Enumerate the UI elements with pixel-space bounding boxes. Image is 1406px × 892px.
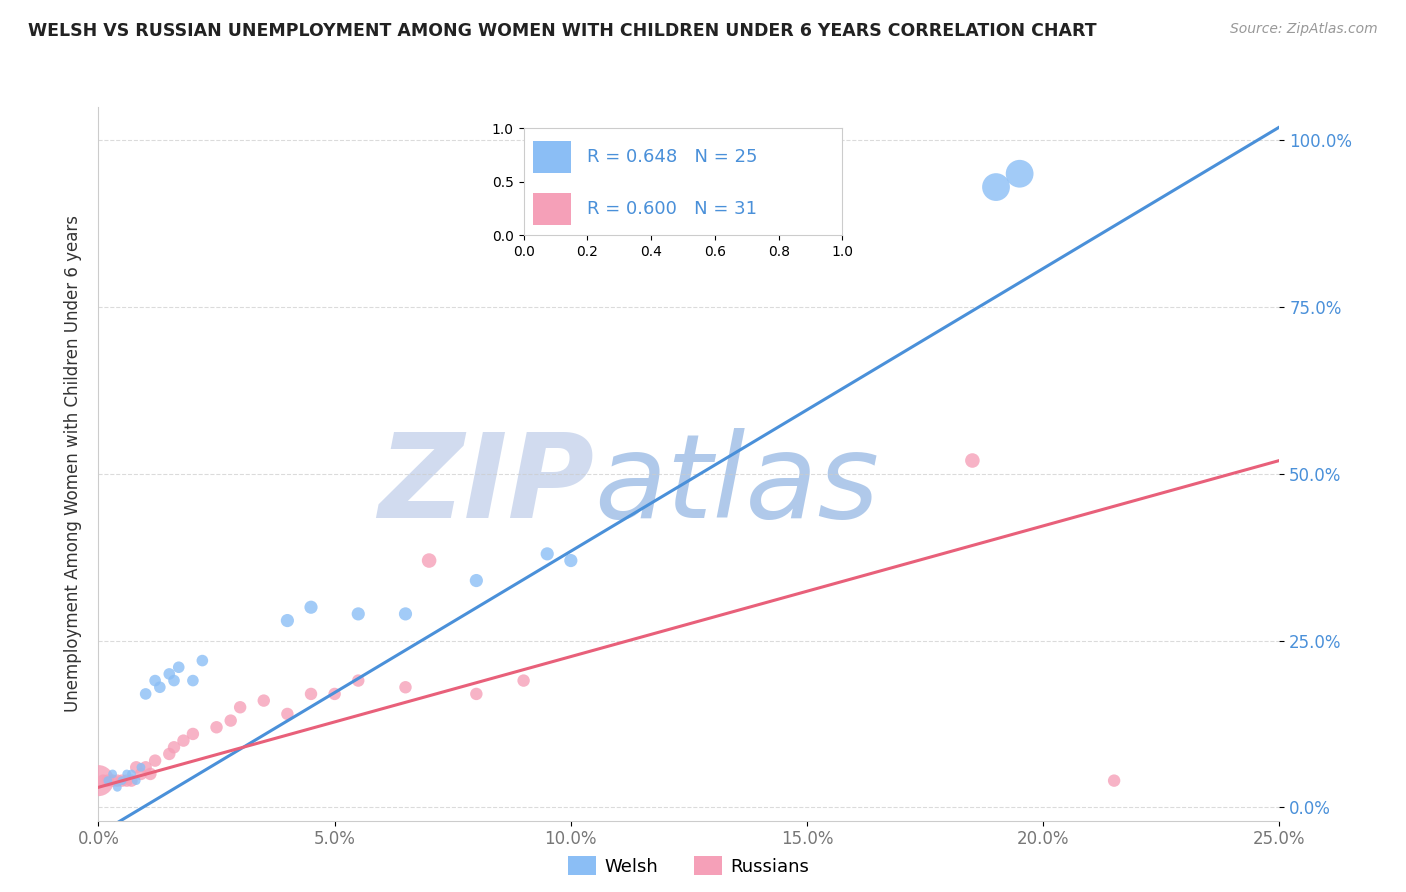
Point: [149, 680, 172, 694]
Point: [418, 553, 440, 567]
Text: WELSH VS RUSSIAN UNEMPLOYMENT AMONG WOMEN WITH CHILDREN UNDER 6 YEARS CORRELATIO: WELSH VS RUSSIAN UNEMPLOYMENT AMONG WOME…: [28, 22, 1097, 40]
Text: atlas: atlas: [595, 428, 880, 542]
Point: [105, 773, 128, 788]
Point: [394, 607, 416, 621]
Point: [276, 614, 298, 628]
Point: [984, 180, 1007, 194]
Point: [129, 767, 152, 781]
Point: [91, 773, 114, 788]
Point: [163, 740, 186, 755]
Point: [157, 747, 180, 761]
Point: [121, 773, 143, 788]
Point: [97, 773, 120, 788]
Point: [163, 673, 186, 688]
Point: [229, 700, 252, 714]
Legend: Welsh, Russians: Welsh, Russians: [561, 849, 817, 883]
Point: [219, 714, 242, 728]
Point: [536, 547, 558, 561]
Point: [1102, 773, 1125, 788]
Point: [347, 607, 370, 621]
Point: [1008, 167, 1031, 181]
Y-axis label: Unemployment Among Women with Children Under 6 years: Unemployment Among Women with Children U…: [63, 215, 82, 713]
Point: [253, 693, 276, 707]
Point: [299, 687, 322, 701]
Point: [111, 773, 134, 788]
Text: Source: ZipAtlas.com: Source: ZipAtlas.com: [1230, 22, 1378, 37]
Point: [135, 760, 157, 774]
Point: [323, 687, 346, 701]
Point: [101, 773, 124, 788]
Point: [143, 673, 166, 688]
Point: [115, 767, 138, 781]
Point: [191, 654, 214, 668]
Point: [87, 773, 110, 788]
Point: [139, 767, 162, 781]
Point: [181, 727, 204, 741]
Point: [105, 780, 128, 795]
Point: [181, 673, 204, 688]
Point: [465, 574, 488, 588]
Point: [125, 760, 148, 774]
Point: [172, 733, 194, 747]
Point: [560, 553, 582, 567]
Point: [97, 773, 120, 788]
Point: [394, 680, 416, 694]
Point: [962, 453, 984, 467]
Point: [125, 773, 148, 788]
Text: ZIP: ZIP: [378, 428, 595, 542]
Point: [129, 760, 152, 774]
Point: [465, 687, 488, 701]
Point: [299, 600, 322, 615]
Point: [512, 673, 534, 688]
Point: [115, 773, 138, 788]
Point: [347, 673, 370, 688]
Point: [135, 687, 157, 701]
Point: [121, 767, 143, 781]
Point: [157, 667, 180, 681]
Point: [111, 773, 134, 788]
Point: [205, 720, 228, 734]
Point: [276, 706, 298, 721]
Point: [143, 754, 166, 768]
Point: [101, 767, 124, 781]
Point: [167, 660, 190, 674]
